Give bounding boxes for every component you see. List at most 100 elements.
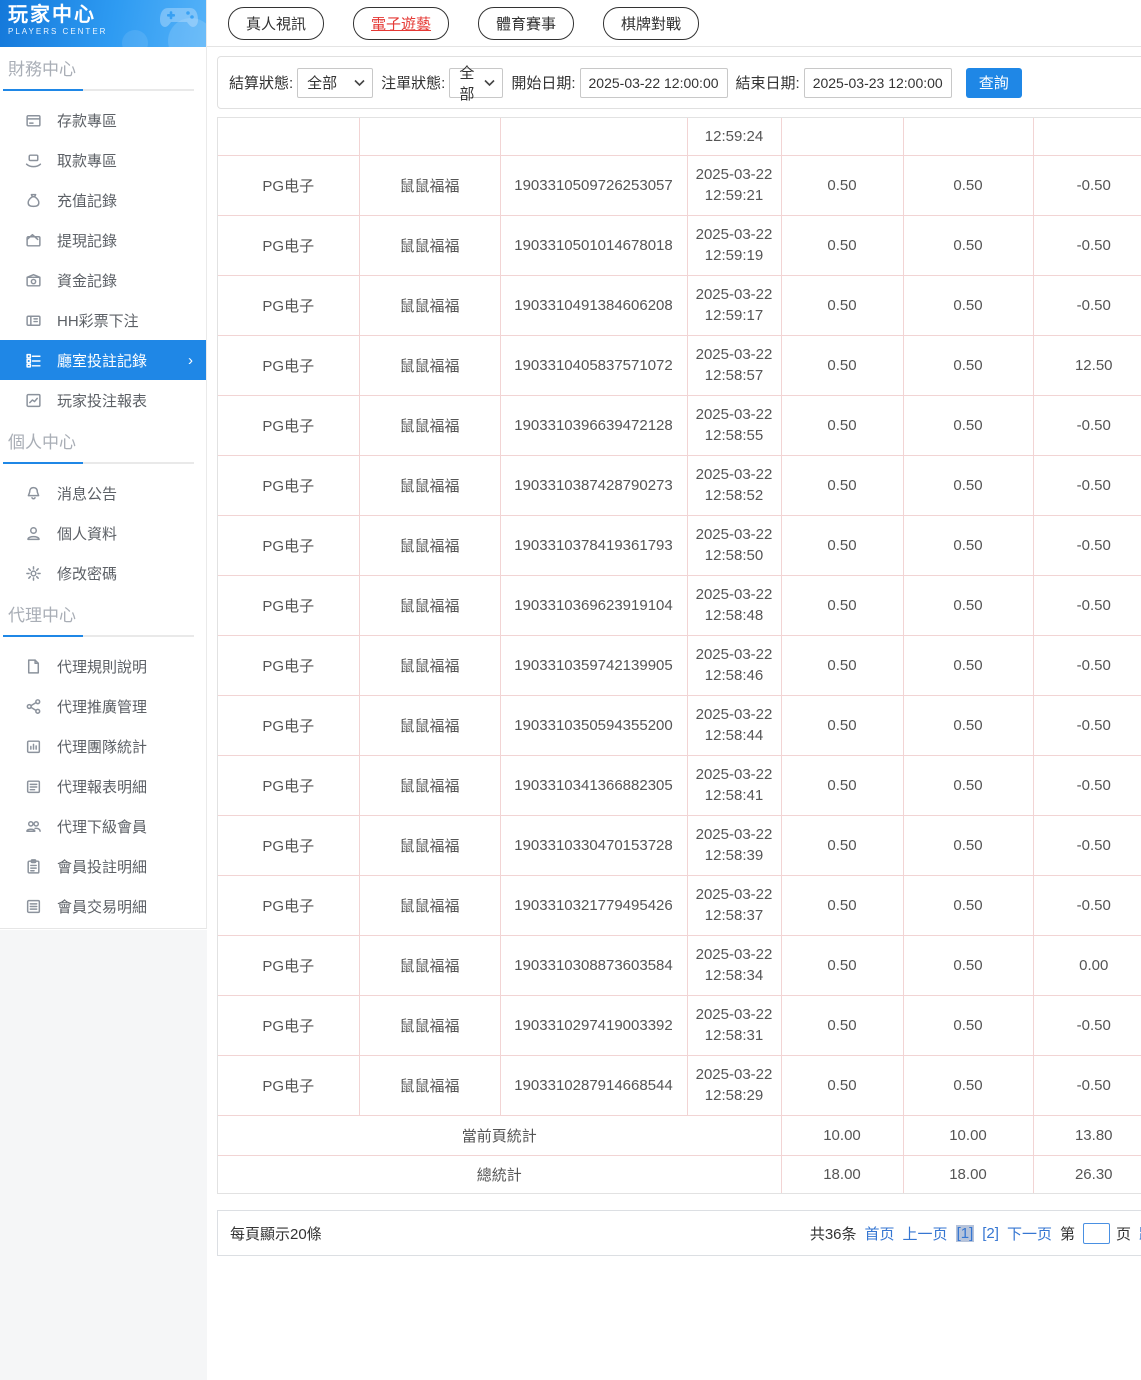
bet-time: 12:58:44 <box>704 727 764 744</box>
bet-date: 2025-03-22 <box>695 406 773 423</box>
cell-game: 鼠鼠福福 <box>358 394 501 456</box>
cell-bet-amount: 0.50 <box>780 154 904 216</box>
chevron-right-icon: › <box>188 351 193 369</box>
sidebar-item-funds-records[interactable]: 資金記錄 <box>0 260 206 300</box>
summary-label: 總統計 <box>218 1154 782 1193</box>
jump-page-input[interactable] <box>1082 1222 1110 1244</box>
sidebar-item-member-bet-detail[interactable]: 會員投註明細 <box>0 846 206 886</box>
cell-platform: PG电子 <box>218 574 360 636</box>
cell-order-id: 1903310491384606208 <box>499 274 688 336</box>
prev-page-link[interactable]: 上一页 <box>902 1225 948 1243</box>
logo-decor-circle <box>122 30 148 47</box>
cell-valid-bet: 0.50 <box>902 454 1034 516</box>
bet-date: 2025-03-22 <box>695 1006 773 1023</box>
settle-status-select[interactable]: 全部 <box>297 67 374 98</box>
section-underline <box>3 89 194 91</box>
sidebar-item-deposit[interactable]: 存款專區 <box>0 100 206 140</box>
sidebar-item-profile[interactable]: 個人資料 <box>0 513 206 553</box>
table-row: PG电子 鼠鼠福福 1903310330470153728 2025-03-22 12:… <box>218 814 1141 876</box>
filter-bar: 結算狀態: 全部 注單狀態: 全部 開始日期: 結束日期: 查詢 <box>217 56 1141 109</box>
sidebar-item-notices[interactable]: 消息公告 <box>0 473 206 513</box>
table-row: PG电子 鼠鼠福福 1903310359742139905 2025-03-22 12:… <box>218 634 1141 696</box>
table-row: PG电子 鼠鼠福福 1903310308873603584 2025-03-22 12:… <box>218 934 1141 996</box>
cell-time: 2025-03-22 12:58:46 <box>686 634 782 696</box>
sidebar-item-label: 資金記錄 <box>57 272 118 290</box>
cell-win-loss: -0.50 <box>1032 214 1141 276</box>
cell-game: 鼠鼠福福 <box>358 934 501 996</box>
next-page-link[interactable]: 下一页 <box>1006 1225 1052 1243</box>
sidebar-item-recharge-records[interactable]: 充值記錄 <box>0 180 206 220</box>
page-1-link[interactable]: [1] <box>955 1224 975 1242</box>
cell-game: 鼠鼠福福 <box>358 274 501 336</box>
cell-time: 2025-03-22 12:58:31 <box>686 994 782 1056</box>
cell-bet-amount: 0.50 <box>780 394 904 456</box>
cell-valid-bet: 0.50 <box>902 514 1034 576</box>
cell-game: 鼠鼠福福 <box>358 454 501 516</box>
cell-bet-amount: 0.50 <box>780 334 904 396</box>
jump-page-suffix: 页 <box>1115 1225 1131 1243</box>
cell-game: 鼠鼠福福 <box>358 874 501 936</box>
sidebar-item-label: 代理推廣管理 <box>57 698 148 716</box>
cell-valid-bet: 0.50 <box>902 814 1034 876</box>
tab-board-games[interactable]: 棋牌對戰 <box>603 6 700 40</box>
cell-platform: PG电子 <box>218 394 360 456</box>
tab-electronic-games[interactable]: 電子遊藝 <box>353 6 450 40</box>
summary-win-loss: 26.30 <box>1032 1154 1141 1193</box>
start-date-input[interactable] <box>579 67 728 98</box>
cell-platform: PG电子 <box>218 994 360 1056</box>
cell-valid-bet: 0.50 <box>902 274 1034 336</box>
sidebar-item-hh-lottery-bets[interactable]: HH彩票下注 <box>0 300 206 340</box>
jump-page-prefix: 第 <box>1059 1225 1075 1243</box>
total-count-label: 共36条 <box>809 1225 857 1243</box>
tab-sports[interactable]: 體育賽事 <box>478 6 575 40</box>
page-2-link[interactable]: [2] <box>982 1224 999 1242</box>
player-report-icon <box>25 392 42 409</box>
sidebar-item-change-password[interactable]: 修改密碼 <box>0 553 206 593</box>
cell-order-id: 1903310341366882305 <box>499 754 688 816</box>
cell-order-id: 1903310387428790273 <box>499 454 688 516</box>
cell-win-loss: -0.50 <box>1032 394 1141 456</box>
cell-bet-amount: 0.50 <box>780 274 904 336</box>
pagination-bar: 每頁顯示20條 共36条 首页 上一页 [1] [2] 下一页 第 页 跳转 <box>217 1210 1141 1256</box>
summary-label: 當前頁統計 <box>218 1114 782 1156</box>
cell-game: 鼠鼠福福 <box>358 634 501 696</box>
cell-valid-bet <box>902 118 1034 156</box>
trade-detail-icon <box>25 898 42 915</box>
cell-order-id: 1903310509726253057 <box>499 154 688 216</box>
cell-order-id: 1903310396639472128 <box>499 394 688 456</box>
tab-live-casino[interactable]: 真人視訊 <box>228 6 325 40</box>
sidebar-item-agent-report-detail[interactable]: 代理報表明細 <box>0 766 206 806</box>
sidebar-item-hall-bet-records[interactable]: 廳室投註記錄 › <box>0 340 206 380</box>
cell-time: 2025-03-22 12:58:37 <box>686 874 782 936</box>
sidebar-item-agent-promotion[interactable]: 代理推廣管理 <box>0 686 206 726</box>
order-status-select[interactable]: 全部 <box>449 65 504 103</box>
table-row: PG电子 鼠鼠福福 1903310405837571072 2025-03-22 12:… <box>218 334 1141 396</box>
sidebar-item-player-bet-report[interactable]: 玩家投注報表 <box>0 380 206 420</box>
table-row: PG电子 鼠鼠福福 1903310350594355200 2025-03-22 12:… <box>218 694 1141 756</box>
cell-platform: PG电子 <box>218 814 360 876</box>
cell-valid-bet: 0.50 <box>902 334 1034 396</box>
sidebar-item-cashout-records[interactable]: 提現記錄 <box>0 220 206 260</box>
section-underline-accent <box>3 89 83 91</box>
jump-action-link[interactable]: 跳转 <box>1139 1223 1141 1244</box>
first-page-link[interactable]: 首页 <box>864 1225 895 1243</box>
sidebar-item-agent-team-stats[interactable]: 代理團隊統計 <box>0 726 206 766</box>
cell-win-loss: -0.50 <box>1032 454 1141 516</box>
cell-win-loss: -0.50 <box>1032 754 1141 816</box>
sidebar-item-member-trade-detail[interactable]: 會員交易明細 <box>0 886 206 926</box>
search-button[interactable]: 查詢 <box>965 67 1022 98</box>
cell-order-id: 1903310330470153728 <box>499 814 688 876</box>
cell-bet-amount: 0.50 <box>780 574 904 636</box>
gamepad-icon <box>158 2 200 37</box>
sidebar-section-title: 個人中心 <box>8 433 76 452</box>
withdraw-icon <box>25 152 42 169</box>
end-date-input[interactable] <box>803 67 952 98</box>
sidebar-item-withdraw[interactable]: 取款專區 <box>0 140 206 180</box>
cell-platform: PG电子 <box>218 754 360 816</box>
cell-platform <box>218 118 360 156</box>
bet-date: 2025-03-22 <box>695 646 773 663</box>
bet-date: 2025-03-22 <box>695 166 773 183</box>
sidebar-item-agent-rules[interactable]: 代理規則說明 <box>0 646 206 686</box>
sidebar-item-agent-sub-members[interactable]: 代理下級會員 <box>0 806 206 846</box>
table-row: PG电子 鼠鼠福福 1903310501014678018 2025-03-22 12:… <box>218 214 1141 276</box>
